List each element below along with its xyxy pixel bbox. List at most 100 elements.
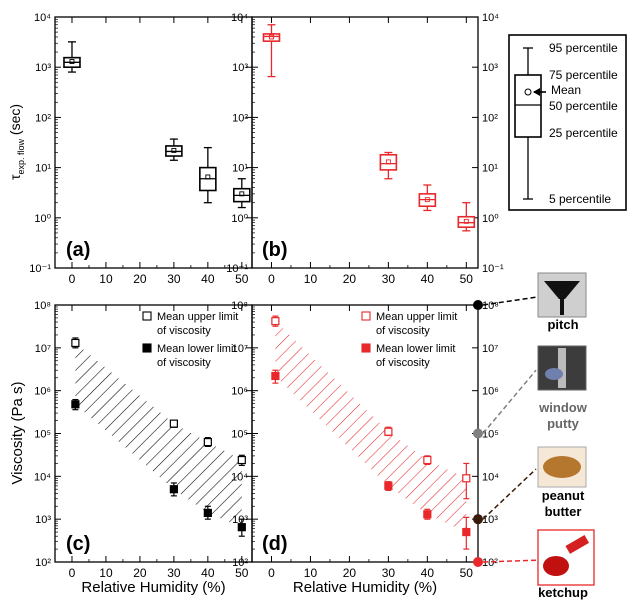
- upper-limit-point: [423, 455, 432, 465]
- y-tick-label: 10²: [35, 112, 51, 124]
- lower-limit-point: [384, 481, 393, 491]
- y-tick-label: 10³: [35, 514, 51, 526]
- legend-open-square: [142, 311, 152, 321]
- material-label: window: [538, 400, 588, 415]
- box-30: [379, 151, 398, 180]
- key-label: 75 percentile: [549, 68, 618, 82]
- y-tick-label: 10⁰: [482, 213, 499, 225]
- y-tick-label: 10⁷: [232, 343, 248, 355]
- mean-marker: [205, 174, 211, 180]
- axes-frame: [54, 16, 253, 269]
- box-iqr: [379, 153, 398, 171]
- leader-line: [482, 559, 537, 563]
- panel-label: (c): [66, 533, 90, 555]
- lower-limit-point: [423, 508, 432, 520]
- marker: [237, 455, 246, 465]
- y-tick-label: 10⁷: [482, 343, 498, 355]
- material-image: [537, 272, 587, 318]
- x-tick-label: 30: [382, 272, 396, 286]
- x-tick-label: 30: [167, 566, 181, 580]
- material-label: ketchup: [538, 585, 588, 600]
- leader-line: [482, 468, 537, 520]
- lower-limit-point: [237, 518, 246, 537]
- marker: [271, 317, 280, 326]
- y-tick-label: 10⁴: [231, 12, 248, 24]
- y-tick-label: 10⁻¹: [482, 263, 504, 275]
- upper-limit-point: [169, 419, 178, 428]
- x-tick-label: 20: [133, 272, 147, 286]
- legend-label: Mean upper limit: [376, 311, 457, 323]
- x-tick-label: 10: [304, 272, 318, 286]
- marker: [462, 474, 471, 483]
- y-tick-label: 10⁸: [34, 300, 51, 312]
- material-dot: [473, 428, 483, 439]
- lower-limit-point: [462, 516, 471, 550]
- y-tick-label: 10³: [482, 62, 498, 74]
- box-0: [63, 41, 81, 73]
- marker: [462, 527, 471, 537]
- y-tick-label: 10⁰: [34, 213, 51, 225]
- legend: Mean upper limit of viscosity Mean lower l…: [142, 311, 238, 369]
- y-tick-label: 10¹: [35, 163, 51, 175]
- y-tick-label: 10¹: [482, 163, 498, 175]
- panel-a: 10⁻¹ 10⁰ 10¹ 10² 10³ 10⁴ 0 10 20 30 40 50 (a): [29, 12, 253, 286]
- upper-limit-point: [203, 437, 212, 447]
- x-tick-label: 10: [99, 272, 113, 286]
- material-dot: [473, 300, 483, 310]
- putty-knife: [545, 368, 563, 380]
- mean-marker: [385, 159, 391, 165]
- legend-label: Mean upper limit: [157, 311, 238, 323]
- box-40: [418, 184, 437, 212]
- panel-label: (b): [262, 239, 288, 261]
- x-tick-label: 50: [460, 566, 474, 580]
- panel-c: 10² 10³ 10⁴ 10⁵ 10⁶ 10⁷ 10⁸ 0 10 20 30 40 50 Mean upp…: [34, 300, 253, 596]
- y-tick-label: 10⁰: [231, 213, 248, 225]
- key-label: Mean: [551, 83, 581, 97]
- upper-limit-point: [271, 315, 280, 327]
- box-50: [457, 202, 476, 232]
- y-tick-label: 10⁶: [231, 386, 248, 398]
- key-arrow-head: [533, 88, 540, 96]
- x-tick-label: 30: [167, 272, 181, 286]
- y-tick-label: 10³: [482, 514, 498, 526]
- putty-frame: [558, 348, 566, 388]
- marker: [271, 371, 280, 381]
- y-tick-label: 10²: [232, 557, 248, 569]
- axes-frame: [251, 16, 479, 269]
- lower-limit-point: [71, 398, 80, 411]
- y-tick-label: 10⁵: [231, 429, 248, 441]
- box-40: [199, 146, 217, 204]
- legend-filled-square: [361, 343, 371, 353]
- y-tick-label: 10⁵: [34, 429, 51, 441]
- material-label: peanut: [542, 488, 585, 503]
- marker: [71, 400, 80, 409]
- marker: [423, 455, 432, 465]
- x-tick-label: 0: [268, 566, 275, 580]
- y-tick-label: 10²: [482, 112, 498, 124]
- mean-marker: [424, 197, 430, 203]
- y-tick-label: 10⁴: [231, 471, 248, 483]
- mean-marker: [239, 191, 245, 197]
- x-tick-label: 20: [343, 566, 357, 580]
- x-tick-label: 20: [133, 566, 147, 580]
- y-tick-label: 10²: [232, 112, 248, 124]
- material-label: pitch: [547, 317, 578, 332]
- material-image: [537, 529, 595, 586]
- lower-limit-point: [203, 505, 212, 520]
- legend-label: of viscosity: [376, 357, 430, 369]
- marker: [423, 510, 432, 519]
- x-tick-label: 40: [201, 272, 215, 286]
- y-axis-label-viscosity: Viscosity (Pa s): [9, 381, 26, 484]
- upper-limit-point: [237, 454, 246, 466]
- y-tick-label: 10⁴: [482, 471, 499, 483]
- ketchup-blob: [543, 556, 569, 576]
- box-0: [262, 24, 281, 78]
- mean-marker: [463, 218, 469, 224]
- upper-limit-point: [384, 426, 393, 437]
- right-axis-top: 10⁻¹ 10⁰ 10¹ 10² 10³ 10⁴: [482, 12, 504, 275]
- box-30: [165, 138, 183, 161]
- key-mean-marker: [524, 88, 532, 96]
- legend-filled-square: [142, 343, 152, 353]
- key-box: [514, 74, 542, 138]
- legend-label: of viscosity: [376, 325, 430, 337]
